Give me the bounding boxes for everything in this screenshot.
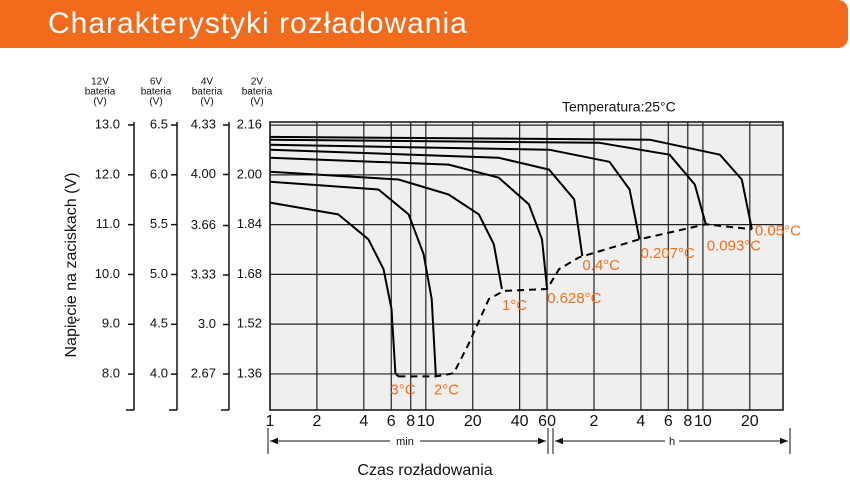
discharge-curve [269,135,753,230]
y-tick-label: 4.33 [191,116,216,131]
unit-label-bg [390,434,420,448]
y-axis-header: bateria [85,87,116,98]
y-axis-header: bateria [192,87,223,98]
x-tick-label: 8 [683,413,692,430]
x-tick-label: 2 [590,413,599,430]
y-tick-label: 4.0 [150,366,168,381]
x-tick-label: 6 [664,413,673,430]
y-axis-header: (V) [149,97,162,108]
y-tick-label: 2.67 [191,365,216,380]
discharge-curve [269,156,549,290]
y-tick-label: 11.0 [96,216,120,231]
unit-label: min [396,436,414,448]
y-tick-label: 13.0 [95,116,120,131]
discharge-curve [269,138,707,225]
curve-label: 0.207°C [640,245,695,262]
title-banner [0,0,848,48]
y-axis-header: (V) [200,97,213,108]
y-axis-header: (V) [93,97,106,108]
y-axis-header: (V) [250,97,263,108]
y-tick-label: 2.16 [237,117,262,132]
y-axis-header: bateria [242,87,273,98]
y-axis-header: 2V [251,77,264,88]
curve-label: 1°C [502,297,527,314]
y-tick-label: 3.66 [191,217,216,232]
y-tick-label: 12.0 [95,166,120,181]
discharge-curve [269,170,503,290]
x-tick-label: 8 [406,413,415,430]
x-tick-label: 20 [464,413,482,430]
x-tick-label: 60 [538,413,556,430]
discharge-curve [269,148,584,257]
y-axis-header: 12V [91,77,109,88]
y-tick-label: 3.33 [191,266,216,281]
x-tick-label: 6 [387,413,396,430]
chart-title: Charakterystyki rozładowania [48,7,468,40]
x-axis-label: Czas rozładowania [357,462,492,479]
y-tick-label: 10.0 [95,266,120,281]
discharge-curve [269,201,400,378]
y-tick-label: 9.0 [102,316,120,331]
curve-label: 3°C [390,381,415,398]
y-tick-label: 4.5 [150,316,168,331]
y-tick-label: 5.0 [150,266,168,281]
annotation: Temperatura:25°C [562,99,676,115]
x-tick-label: 2 [312,413,321,430]
curve-label: 2°C [434,381,459,398]
unit-arrows: min h [267,428,791,454]
curve-label: 0.628°C [547,290,602,307]
y-tick-label: 1.68 [237,266,262,281]
y-axis-header: 6V [150,77,163,88]
discharge-curve [269,143,641,240]
y-tick-label: 1.84 [237,216,262,231]
curve-label: 0.05°C [755,222,801,239]
x-tick-label: 4 [359,413,368,430]
y-tick-label: 1.52 [237,316,262,331]
x-tick-label: 10 [417,413,435,430]
y-tick-label: 4.00 [191,166,216,181]
y-tick-label: 6.5 [150,116,168,131]
x-tick-label: 4 [636,413,645,430]
cutoff-line [398,223,753,378]
unit-label-bg [665,434,679,448]
y-axis-label: Napięcie na zaciskach (V) [63,173,80,358]
plot-border [269,121,784,411]
y-tick-label: 3.0 [198,316,216,331]
curve-label: 0.093°C [707,237,762,254]
x-tick-label: 10 [694,413,712,430]
y-axis-header: bateria [141,87,172,98]
discharge-curve [269,180,437,377]
unit-label: h [669,436,675,448]
y-tick-label: 1.36 [237,365,262,380]
y-tick-label: 6.0 [150,166,168,181]
x-tick-label: 40 [511,413,529,430]
y-tick-label: 2.00 [237,166,262,181]
plot-area [270,122,783,410]
curve-label: 0.4°C [582,257,620,274]
x-tick-label: 20 [741,413,759,430]
x-tick-label: 1 [266,413,275,430]
y-tick-label: 8.0 [102,366,120,381]
y-tick-label: 5.5 [150,216,168,231]
y-axis-header: 4V [201,77,214,88]
